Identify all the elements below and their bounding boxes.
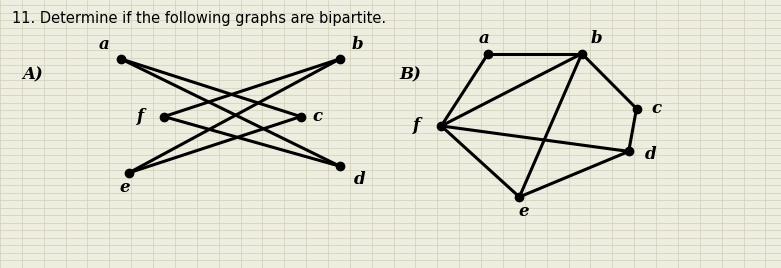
Text: e: e: [518, 203, 529, 220]
Text: d: d: [354, 171, 365, 188]
Text: A): A): [23, 66, 43, 84]
Text: c: c: [313, 108, 323, 125]
Text: b: b: [351, 36, 362, 53]
Text: d: d: [645, 146, 656, 163]
Text: a: a: [98, 36, 109, 53]
Text: e: e: [119, 179, 130, 196]
Text: a: a: [479, 30, 490, 47]
Text: 11. Determine if the following graphs are bipartite.: 11. Determine if the following graphs ar…: [12, 11, 386, 26]
Text: b: b: [590, 30, 601, 47]
Text: f: f: [412, 117, 420, 135]
Text: B): B): [399, 66, 421, 84]
Text: c: c: [651, 100, 661, 117]
Text: f: f: [137, 108, 144, 125]
